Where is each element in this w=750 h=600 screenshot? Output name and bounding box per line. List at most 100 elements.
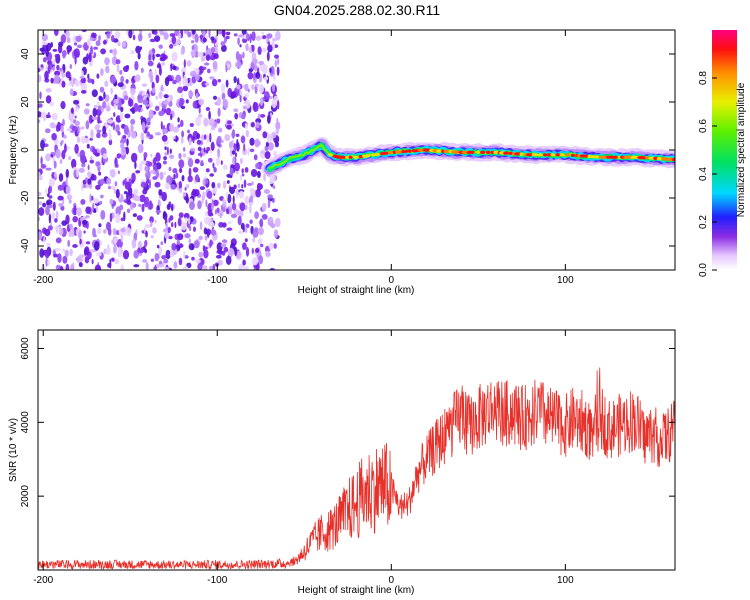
signal-peak (598, 155, 604, 159)
noise-blob (213, 53, 219, 60)
noise-blob (91, 258, 94, 265)
noise-blob (276, 66, 280, 76)
noise-blob (203, 134, 207, 140)
noise-blob (74, 79, 80, 87)
noise-blob (236, 138, 239, 148)
noise-blob (264, 151, 271, 160)
noise-blob (185, 196, 189, 204)
noise-blob (163, 100, 170, 105)
noise-blob (192, 167, 199, 173)
noise-blob (133, 188, 139, 195)
noise-blob (255, 248, 260, 253)
noise-blob (125, 79, 129, 84)
noise-blob (250, 169, 258, 177)
noise-blob (65, 263, 70, 270)
noise-blob (254, 83, 260, 88)
noise-blob (266, 33, 273, 39)
signal-peak (338, 155, 347, 159)
signal-peak (565, 153, 570, 157)
noise-blob (258, 84, 264, 94)
noise-blob (262, 47, 267, 53)
noise-blob (141, 203, 145, 213)
signal-peak (595, 155, 600, 159)
noise-blob (187, 175, 193, 183)
noise-blob (47, 225, 53, 231)
noise-blob (237, 77, 240, 87)
noise-blob (154, 68, 157, 77)
noise-blob (113, 112, 116, 117)
noise-blob (138, 249, 144, 254)
noise-blob (181, 136, 184, 144)
noise-blob (212, 95, 218, 100)
noise-blob (160, 241, 164, 246)
noise-blob (100, 48, 106, 55)
noise-blob (69, 64, 73, 69)
noise-blob (79, 238, 82, 245)
noise-blob (48, 178, 56, 187)
noise-blob (216, 207, 220, 213)
noise-blob (163, 156, 168, 161)
noise-blob (171, 203, 174, 212)
noise-blob (244, 238, 248, 243)
y-tick-label: -40 (20, 238, 31, 253)
noise-blob (45, 258, 48, 267)
noise-blob (65, 168, 70, 179)
noise-blob (78, 126, 81, 134)
noise-blob (163, 94, 169, 99)
noise-blob (258, 60, 264, 66)
noise-blob (211, 229, 217, 236)
noise-blob (227, 63, 230, 69)
noise-blob (267, 133, 270, 143)
noise-blob (198, 98, 205, 106)
noise-blob (116, 64, 120, 73)
noise-blob (143, 245, 146, 251)
noise-blob (95, 161, 101, 167)
noise-blob (138, 203, 142, 207)
noise-blob (38, 111, 42, 118)
noise-blob (128, 192, 133, 199)
signal-peak (328, 153, 333, 157)
noise-blob (95, 40, 101, 47)
signal-peak (401, 150, 406, 154)
noise-blob (132, 34, 136, 41)
signal-peak (365, 154, 371, 158)
noise-blob (54, 218, 58, 223)
noise-blob (84, 246, 90, 256)
noise-blob (221, 44, 227, 53)
signal-peak (404, 149, 408, 153)
noise-blob (98, 223, 102, 228)
noise-blob (151, 30, 155, 35)
noise-blob (178, 180, 182, 190)
noise-blob (207, 157, 213, 163)
noise-blob (92, 174, 97, 181)
y-tick-label: 4000 (20, 411, 31, 434)
noise-blob (204, 62, 210, 66)
noise-blob (210, 46, 216, 53)
noise-blob (235, 152, 237, 158)
noise-blob (238, 263, 244, 270)
noise-blob (170, 113, 173, 120)
noise-blob (81, 162, 86, 168)
noise-blob (155, 74, 160, 84)
noise-blob (75, 35, 82, 42)
noise-blob (61, 149, 66, 160)
noise-blob (59, 159, 63, 164)
noise-blob (168, 166, 172, 172)
noise-blob (56, 64, 60, 71)
noise-blob (65, 185, 71, 195)
noise-blob (239, 202, 246, 212)
noise-blob (240, 174, 243, 181)
snr-frame (37, 329, 676, 571)
noise-blob (99, 200, 103, 205)
noise-blob (222, 197, 225, 208)
noise-blob (256, 170, 261, 179)
noise-blob (260, 97, 263, 107)
noise-blob (130, 50, 135, 55)
noise-blob (182, 191, 187, 197)
noise-blob (220, 243, 227, 248)
noise-blob (206, 146, 211, 152)
noise-blob (47, 259, 50, 267)
noise-blob (199, 221, 203, 231)
noise-blob (51, 59, 56, 65)
noise-blob (184, 187, 187, 191)
